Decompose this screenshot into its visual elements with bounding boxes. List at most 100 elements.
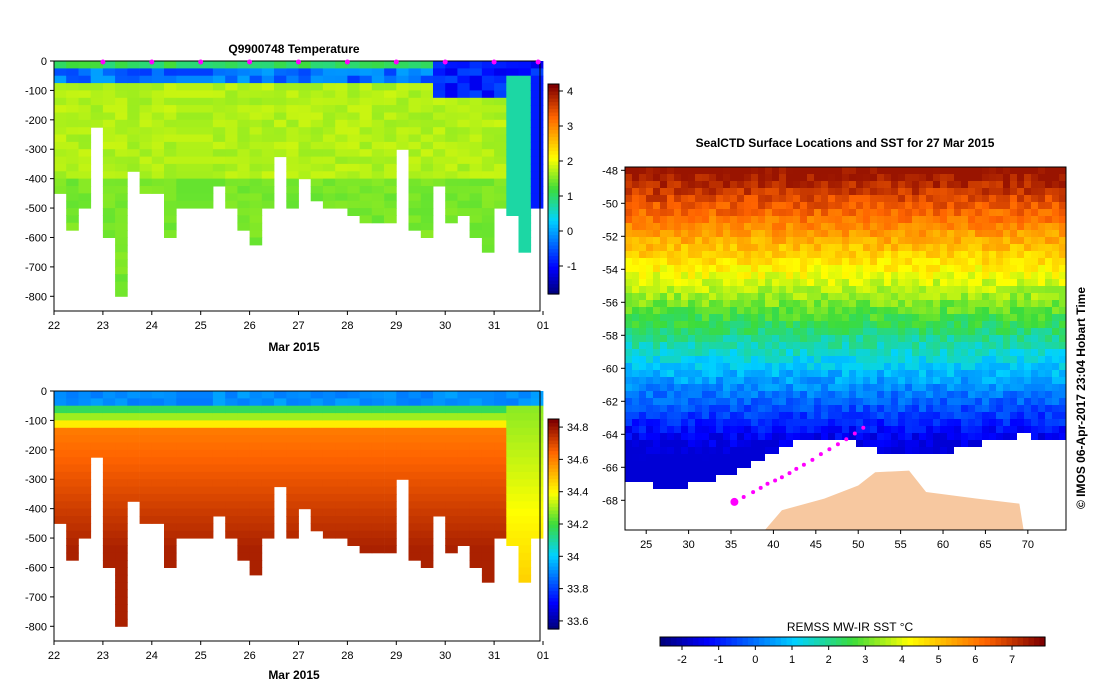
- section-cell: [408, 178, 422, 187]
- section-cell: [494, 457, 507, 466]
- section-cell: [212, 405, 226, 414]
- sst-cell: [800, 482, 808, 490]
- sst-cell: [702, 356, 710, 364]
- section-cell: [420, 464, 434, 473]
- section-cell: [481, 222, 495, 231]
- sst-cell: [646, 307, 654, 315]
- section-cell: [102, 486, 116, 495]
- section-cell: [420, 90, 434, 99]
- sst-cell: [891, 377, 899, 385]
- sst-cell: [800, 181, 808, 189]
- sst-cell: [1059, 412, 1067, 420]
- sst-cell: [639, 335, 647, 343]
- sst-cell: [800, 328, 808, 336]
- sst-cell: [660, 461, 668, 469]
- sst-cell: [828, 174, 836, 182]
- sst-cell: [716, 321, 724, 329]
- sst-cell: [758, 447, 766, 455]
- sst-cell: [793, 349, 801, 357]
- section-cell: [78, 501, 92, 510]
- sst-cell: [919, 440, 927, 448]
- colorbar-segment: [548, 273, 559, 278]
- section-cell: [237, 61, 250, 69]
- section-cell: [347, 493, 360, 502]
- sst-cell: [674, 272, 682, 280]
- sst-cell: [828, 482, 836, 490]
- sst-cell: [674, 209, 682, 217]
- sst-cell: [968, 279, 976, 287]
- section-cell: [115, 112, 128, 121]
- section-cell: [237, 464, 250, 473]
- section-cell: [90, 90, 104, 99]
- sst-cell: [807, 412, 815, 420]
- sst-cell: [632, 461, 640, 469]
- sst-cell: [800, 293, 808, 301]
- sst-cell: [933, 391, 941, 399]
- section-cell: [261, 156, 275, 165]
- sst-cell: [800, 440, 808, 448]
- sst-cell: [688, 314, 696, 322]
- sst-cell: [821, 181, 829, 189]
- sst-cell: [975, 384, 983, 392]
- section-cell: [530, 516, 544, 524]
- section-cell: [78, 83, 92, 91]
- section-cell: [54, 449, 67, 458]
- sst-cell: [926, 468, 934, 476]
- section-cell: [249, 75, 263, 84]
- section-cell: [151, 141, 165, 150]
- sst-cell: [870, 426, 878, 434]
- sst-cell: [723, 412, 731, 420]
- section-cell: [261, 449, 275, 458]
- section-cell: [494, 149, 507, 158]
- section-cell: [371, 420, 385, 429]
- sst-cell: [688, 377, 696, 385]
- section-cell: [298, 471, 312, 480]
- section-cell: [274, 457, 287, 466]
- section-cell: [469, 508, 483, 517]
- sst-cell: [968, 356, 976, 364]
- section-cell: [212, 464, 226, 473]
- sst-cell: [653, 391, 661, 399]
- sst-cell: [940, 258, 948, 266]
- sst-cell: [982, 475, 990, 483]
- sst-cell: [716, 510, 724, 518]
- section-cell: [469, 545, 483, 554]
- colorbar-segment: [548, 199, 559, 204]
- sst-cell: [730, 300, 738, 308]
- sst-cell: [1017, 370, 1025, 378]
- sst-cell: [737, 440, 745, 448]
- sst-cell: [674, 216, 682, 224]
- sst-cell: [744, 328, 752, 336]
- sst-cell: [772, 174, 780, 182]
- section-cell: [176, 479, 214, 488]
- sst-cell: [758, 335, 766, 343]
- section-cell: [371, 61, 385, 69]
- sst-cell: [772, 272, 780, 280]
- sst-cell: [730, 279, 738, 287]
- sst-cell: [828, 314, 836, 322]
- sst-cell: [751, 419, 759, 427]
- section-cell: [115, 538, 128, 546]
- section-cell: [237, 149, 250, 158]
- sst-cell: [793, 454, 801, 462]
- sst-cell: [716, 384, 724, 392]
- sst-cell: [877, 370, 885, 378]
- section-cell: [139, 156, 153, 165]
- section-cell: [139, 127, 153, 136]
- sst-cell: [667, 335, 675, 343]
- section-cell: [274, 435, 287, 443]
- sst-cell: [905, 307, 913, 315]
- sst-cell: [730, 433, 738, 441]
- sst-cell: [1052, 384, 1060, 392]
- section-cell: [261, 479, 275, 488]
- sst-cell: [1017, 342, 1025, 350]
- sst-cell: [884, 230, 892, 238]
- sst-cell: [730, 307, 738, 315]
- sst-cell: [660, 188, 668, 196]
- sst-cell: [919, 475, 927, 483]
- sst-cell: [800, 363, 808, 371]
- sst-cell: [681, 335, 689, 343]
- section-cell: [66, 449, 79, 458]
- sst-cell: [905, 209, 913, 217]
- sst-cell: [933, 328, 941, 336]
